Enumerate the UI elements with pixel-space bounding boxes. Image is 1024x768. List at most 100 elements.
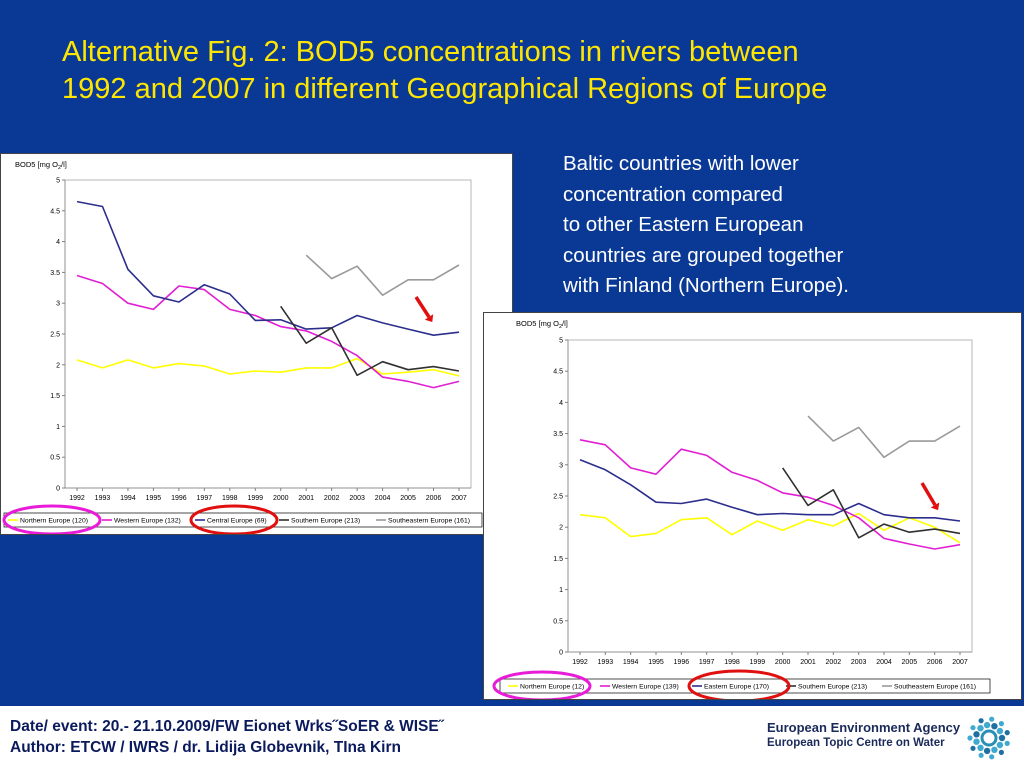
y-axis-label-part: BOD5 [mg O [516,319,559,328]
x-tick-label: 2007 [451,495,467,502]
eea-logo-dot [996,727,1004,735]
y-tick-label: 0.5 [553,618,563,625]
x-tick-label: 2006 [426,495,442,502]
y-axis-label-part: BOD5 [mg O [15,160,58,169]
series-line [807,415,961,459]
x-tick-label: 1995 [146,495,162,502]
series-line [76,274,460,389]
series-line [782,467,961,539]
footer: Date/ event: 20.- 21.10.2009/FW Eionet W… [0,706,1024,768]
highlight-ellipse-eastern [687,669,791,699]
x-tick-label: 1994 [120,495,136,502]
legend-label: Southern Europe (213) [291,518,360,525]
eea-logo-dot [1004,730,1010,736]
y-tick-label: 3.5 [553,431,563,438]
eea-brand: European Environment Agency European Top… [767,720,960,751]
note-line: with Finland (Northern Europe). [563,274,849,297]
x-tick-label: 1998 [222,495,238,502]
eea-logo-dot [978,752,984,758]
x-tick-label: 1999 [247,495,263,502]
x-tick-label: 2006 [927,659,943,666]
x-tick-label: 2007 [952,659,968,666]
y-axis-label-part: /l] [562,319,568,328]
legend-label: Western Europe (139) [612,684,679,691]
note-line: to other Eastern European [563,213,804,236]
footer-author-line: Author: ETCW / IWRS / dr. Lidija Globevn… [10,739,401,756]
y-axis-label-part: /l] [61,160,67,169]
x-tick-label: 2001 [800,659,816,666]
eea-logo-dot [977,725,984,732]
note-line: Baltic countries with lower [563,152,799,175]
eea-logo-dot [967,735,973,741]
legend-label: Central Europe (69) [207,518,267,525]
eea-logo-dot [973,738,980,745]
x-tick-label: 2000 [273,495,289,502]
y-tick-label: 0 [56,486,60,493]
y-tick-label: 3 [56,301,60,308]
y-tick-label: 0.5 [50,455,60,462]
legend-label: Southern Europe (213) [798,684,867,691]
highlight-ellipse-northern [492,670,592,699]
eea-logo-dot [989,716,995,722]
slide-title: Alternative Fig. 2: BOD5 concentrations … [62,34,1002,108]
eea-logo-dot [998,749,1004,755]
legend-label: Northern Europe (12) [520,684,584,691]
x-tick-label: 1998 [724,659,740,666]
x-tick-label: 2000 [775,659,791,666]
y-axis-label: BOD5 [mg O2/l] [15,160,67,171]
red-arrowhead-icon [424,314,434,323]
y-tick-label: 1.5 [553,556,563,563]
red-arrowhead-icon [930,502,940,511]
x-tick-label: 1999 [750,659,766,666]
eea-logo-dot [983,747,991,755]
x-tick-label: 2002 [826,659,842,666]
footer-text: Date/ event: 20.- 21.10.2009/FW Eionet W… [10,716,444,758]
chart-right: BOD5 [mg O2/l] 0 0.5 1 1.5 2 2.5 3 3.5 4 4.5 5 1992 1… [483,312,1022,700]
eea-name: European Environment Agency [767,720,961,735]
x-tick-label: 2005 [400,495,416,502]
red-arrow-icon [920,482,937,506]
eea-logo-dot [978,718,984,724]
x-tick-label: 1992 [572,659,588,666]
plot-area [64,179,472,489]
legend-label: Eastern Europe (170) [704,684,769,691]
y-tick-label: 2.5 [553,494,563,501]
eea-logo-dot [983,721,991,729]
legend-box [499,678,991,694]
highlight-ellipse-central [189,504,279,534]
y-tick-label: 1.5 [50,393,60,400]
etc-water-name: European Topic Centre on Water [767,737,945,749]
y-tick-label: 2 [56,362,60,369]
eea-logo-dot [970,745,976,751]
y-axis-label-sub: 2 [58,165,61,171]
title-line-2: 1992 and 2007 in different Geographical … [62,73,828,105]
legend-label: Southeastern Europe (161) [388,518,470,525]
title-line-1: Alternative Fig. 2: BOD5 concentrations … [62,36,799,68]
y-tick-label: 4 [559,400,563,407]
x-tick-label: 2004 [876,659,892,666]
y-tick-label: 0 [559,650,563,657]
legend-label: Southeastern Europe (161) [894,684,976,691]
eea-logo-dot [998,721,1004,727]
y-tick-label: 4.5 [50,208,60,215]
red-arrow-icon [414,296,431,318]
eea-logo-dot [970,725,976,731]
x-tick-label: 2005 [902,659,918,666]
highlight-ellipse-northern [2,504,102,534]
eea-logo-dot [989,754,995,760]
eea-logo-dot [991,723,998,730]
y-axis-label-sub: 2 [559,324,562,330]
footer-date-line: Date/ event: 20.- 21.10.2009/FW Eionet W… [10,718,444,735]
x-tick-label: 1992 [69,495,85,502]
y-axis-label: BOD5 [mg O2/l] [516,319,568,330]
x-tick-label: 1997 [197,495,213,502]
x-tick-label: 1995 [648,659,664,666]
series-line [305,254,460,296]
x-tick-label: 1996 [674,659,690,666]
x-tick-label: 1993 [598,659,614,666]
note-line: countries are grouped together [563,243,844,267]
series-line [579,512,961,544]
